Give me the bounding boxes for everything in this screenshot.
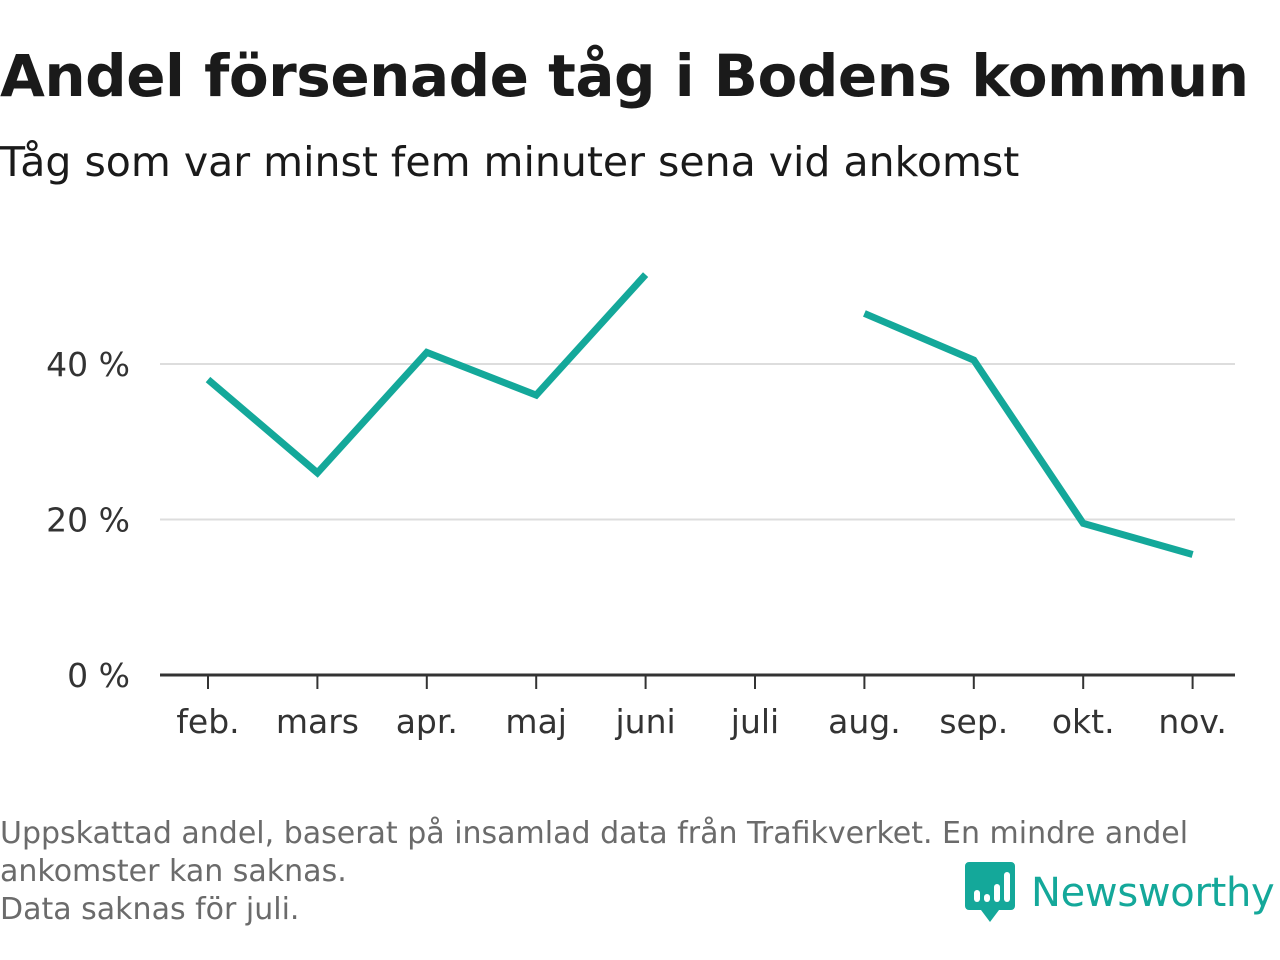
x-tick-label: apr.	[396, 702, 458, 741]
gridlines	[160, 363, 1235, 521]
x-tick-label: aug.	[828, 702, 901, 741]
series-line	[863, 310, 1194, 558]
x-axis-ticks: feb. mars apr. maj juni juli aug. sep. okt. nov.	[176, 675, 1227, 741]
brand-name: Newsworthy	[1031, 870, 1275, 916]
chart-title: Andel försenade tåg i Bodens kommun	[0, 42, 1249, 110]
footnote: Uppskattad andel, baserat på insamlad da…	[0, 815, 1270, 929]
x-tick-label: juni	[615, 702, 676, 741]
series-line	[205, 272, 649, 478]
footnote-line: ankomster kan saknas.	[0, 854, 347, 889]
newsworthy-logo: Newsworthy	[965, 862, 1275, 924]
x-tick-label: juli	[730, 702, 779, 741]
bar-chart-speech-bubble-icon	[965, 862, 1015, 922]
x-tick-label: maj	[505, 702, 567, 741]
y-tick-label: 20 %	[46, 501, 130, 540]
footnote-line: Data saknas för juli.	[0, 892, 300, 927]
y-tick-label: 0 %	[67, 656, 130, 695]
series-lines	[205, 272, 1194, 558]
x-tick-label: feb.	[176, 702, 239, 741]
x-tick-label: nov.	[1158, 702, 1227, 741]
line-chart: 0 % 20 % 40 % feb. mars apr. maj juni juli aug. s…	[46, 272, 1235, 741]
x-tick-label: okt.	[1052, 702, 1115, 741]
y-axis-ticks: 0 % 20 % 40 %	[46, 345, 130, 695]
x-tick-label: sep.	[939, 702, 1008, 741]
chart-subtitle: Tåg som var minst fem minuter sena vid a…	[0, 138, 1020, 186]
footnote-line: Uppskattad andel, baserat på insamlad da…	[0, 816, 1189, 851]
x-tick-label: mars	[276, 702, 359, 741]
y-tick-label: 40 %	[46, 345, 130, 384]
